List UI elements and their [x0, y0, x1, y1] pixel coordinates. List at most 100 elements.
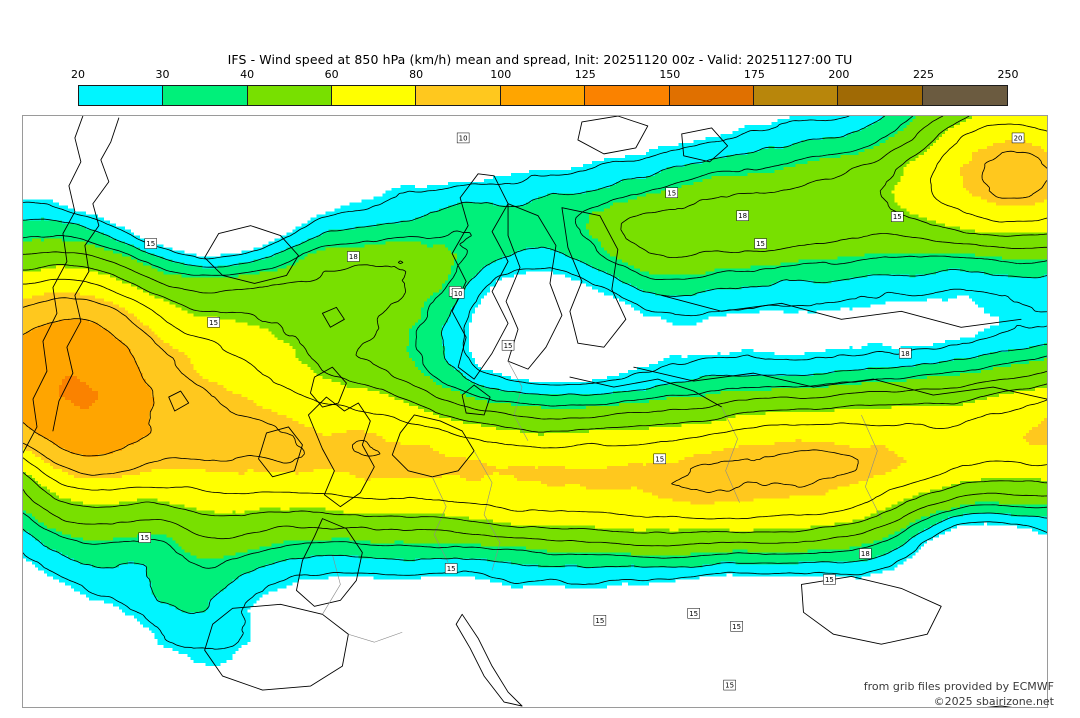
- contour-label: 15: [653, 453, 666, 465]
- colorbar-segment: [669, 86, 754, 105]
- spread-contour-layer: [23, 116, 1047, 650]
- country-border: [861, 414, 882, 519]
- country-border-layer: [322, 361, 882, 643]
- spread-contour: [23, 318, 155, 457]
- spread-contour: [23, 116, 1047, 569]
- svg-text:15: 15: [209, 319, 218, 327]
- coastline: [801, 575, 942, 645]
- svg-text:18: 18: [861, 550, 870, 558]
- contour-label: 15: [730, 621, 743, 632]
- map-canvas[interactable]: 15 15 10 18 15 15 10 15 20 18 15 15 15 15 15 15 15 15 15 18…: [22, 115, 1048, 708]
- country-border: [431, 476, 449, 563]
- contour-label: 15: [665, 187, 678, 198]
- contour-label: 15: [823, 574, 836, 585]
- contour-label: 15: [723, 679, 736, 691]
- windspeed-fill-layer: [23, 116, 1047, 667]
- svg-text:15: 15: [825, 576, 834, 584]
- contour-label-layer: 15 15 10 18 15 15 10 15 20 18 15 15 15 15 15 15 15 15 15 18…: [138, 132, 1025, 691]
- coastline: [204, 225, 299, 284]
- coastline: [455, 613, 523, 707]
- coastline: [307, 396, 375, 508]
- svg-text:15: 15: [667, 189, 676, 197]
- svg-text:18: 18: [901, 350, 910, 358]
- country-border: [322, 554, 341, 615]
- spread-contour: [23, 123, 1047, 520]
- colorbar-tick-label: 175: [743, 68, 765, 81]
- contour-label: 18: [347, 251, 360, 262]
- colorbar-tick-label: 150: [659, 68, 681, 81]
- coastline: [296, 518, 363, 607]
- colorbar-tick-label: 125: [574, 68, 596, 81]
- colorbar-gradient-bar: [78, 85, 1008, 106]
- colorbar-tick-label: 225: [912, 68, 934, 81]
- colorbar-tick-label: 40: [240, 68, 255, 81]
- coastline: [52, 117, 120, 432]
- svg-text:15: 15: [725, 682, 734, 690]
- colorbar-segment: [585, 86, 670, 105]
- contour-label: 15: [144, 238, 157, 249]
- coastline: [309, 366, 347, 408]
- colorbar-tick-label: 250: [997, 68, 1019, 81]
- coastline: [569, 376, 723, 408]
- contour-label: 18: [899, 347, 912, 359]
- colorbar-tick-label: 100: [490, 68, 512, 81]
- coastline: [23, 116, 84, 454]
- colorbar-tick-label: 30: [155, 68, 170, 81]
- map-svg: 15 15 10 18 15 15 10 15 20 18 15 15 15 15 15 15 15 15 15 18…: [23, 116, 1047, 707]
- svg-text:10: 10: [459, 135, 468, 143]
- svg-text:20: 20: [1014, 135, 1023, 143]
- colorbar-segment: [79, 86, 164, 105]
- coastline: [391, 414, 475, 478]
- page-title: IFS - Wind speed at 850 hPa (km/h) mean …: [227, 52, 853, 67]
- coastline: [681, 127, 729, 163]
- svg-text:15: 15: [595, 617, 604, 625]
- svg-text:10: 10: [454, 290, 463, 298]
- contour-label: 18: [859, 548, 872, 559]
- contour-label: 15: [444, 563, 458, 574]
- colorbar-tick-label: 20: [71, 68, 85, 81]
- colorbar-segment: [500, 86, 586, 105]
- coastline: [321, 306, 345, 328]
- coastline-layer: [23, 116, 1047, 707]
- spread-contour: [23, 150, 1047, 493]
- svg-text:18: 18: [349, 253, 358, 261]
- colorbar: 20 30 40 60 80 100 125 150 175 200 225 250: [71, 68, 1019, 110]
- colorbar-tick-label: 80: [409, 68, 424, 81]
- svg-text:15: 15: [140, 534, 149, 542]
- colorbar-tick-label: 200: [828, 68, 850, 81]
- colorbar-segment: [163, 86, 248, 105]
- svg-text:15: 15: [893, 213, 902, 221]
- contour-label: 15: [891, 211, 904, 222]
- coastline: [168, 390, 190, 412]
- coastline: [505, 203, 563, 370]
- colorbar-segment: [922, 86, 1007, 105]
- windspeed-band: [23, 139, 1047, 505]
- svg-text:15: 15: [447, 565, 456, 573]
- windspeed-band: [23, 116, 1047, 532]
- coastline: [461, 384, 491, 416]
- windspeed-band: [23, 116, 1047, 613]
- contour-label: 15: [754, 238, 767, 249]
- coastline: [633, 366, 1047, 400]
- spread-contour: [23, 116, 1047, 650]
- contour-label: 15: [501, 339, 515, 351]
- coastline: [258, 426, 303, 478]
- contour-label: 10: [456, 132, 470, 144]
- contour-label: 15: [593, 615, 607, 626]
- svg-text:15: 15: [756, 240, 765, 248]
- colorbar-segment: [416, 86, 501, 105]
- windspeed-band: [23, 116, 1047, 559]
- coastline: [451, 173, 509, 380]
- coastline: [204, 603, 349, 691]
- colorbar-segment: [332, 86, 417, 105]
- colorbar-segment: [753, 86, 839, 105]
- coastline: [561, 207, 627, 348]
- country-border: [507, 361, 529, 442]
- windspeed-band: [58, 376, 98, 410]
- colorbar-segment: [838, 86, 923, 105]
- svg-text:18: 18: [738, 212, 747, 220]
- contour-label: 15: [207, 317, 220, 328]
- country-border: [721, 406, 740, 503]
- contour-label: 15: [138, 532, 151, 543]
